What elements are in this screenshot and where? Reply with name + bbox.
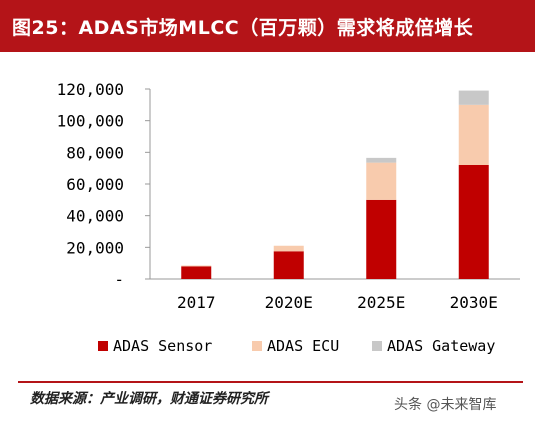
bar-adas-gateway-2025e <box>366 157 397 163</box>
x-tick-label: 2017 <box>177 293 216 312</box>
x-tick-label: 2020E <box>265 293 313 312</box>
bar-adas-ecu-2025e <box>366 162 397 200</box>
legend-swatch-adas-ecu <box>252 341 262 351</box>
bar-adas-ecu-2020e <box>273 245 304 252</box>
y-tick-label: 120,000 <box>57 80 124 99</box>
legend-label-adas-sensor: ADAS Sensor <box>113 337 212 355</box>
bar-adas-sensor-2020e <box>273 251 304 279</box>
legend-label-adas-ecu: ADAS ECU <box>267 337 339 355</box>
chart-title: 图25：ADAS市场MLCC（百万颗）需求将成倍增长 <box>12 17 474 39</box>
bar-adas-sensor-2025e <box>366 199 397 279</box>
watermark: 头条 @未来智库 <box>394 397 497 413</box>
bar-adas-sensor-2017 <box>181 266 212 279</box>
chart-area: - 20,000 40,000 60,000 80,000 100,000 120,000 2… <box>0 52 535 382</box>
legend-swatch-adas-sensor <box>98 341 108 351</box>
y-tick-label: 100,000 <box>57 112 124 131</box>
y-tick-label: 80,000 <box>66 143 124 162</box>
x-tick-label: 2030E <box>450 293 498 312</box>
x-tick-label: 2025E <box>357 293 405 312</box>
bar-adas-sensor-2030e <box>458 165 489 279</box>
bar-adas-ecu-2017 <box>181 265 212 267</box>
y-tick-label: - <box>114 270 124 289</box>
source-divider <box>18 381 523 383</box>
source-note: 数据来源：产业调研，财通证券研究所 <box>30 391 268 407</box>
bar-adas-gateway-2030e <box>458 90 489 105</box>
bar-adas-ecu-2030e <box>458 104 489 165</box>
y-tick-label: 20,000 <box>66 238 124 257</box>
stacked-bar-chart: - 20,000 40,000 60,000 80,000 100,000 120,000 2… <box>57 80 520 355</box>
y-tick-label: 40,000 <box>66 207 124 226</box>
y-tick-label: 60,000 <box>66 175 124 194</box>
legend-swatch-adas-gateway <box>372 341 382 351</box>
title-bar: 图25：ADAS市场MLCC（百万颗）需求将成倍增长 <box>0 0 535 52</box>
legend-label-adas-gateway: ADAS Gateway <box>387 337 495 355</box>
